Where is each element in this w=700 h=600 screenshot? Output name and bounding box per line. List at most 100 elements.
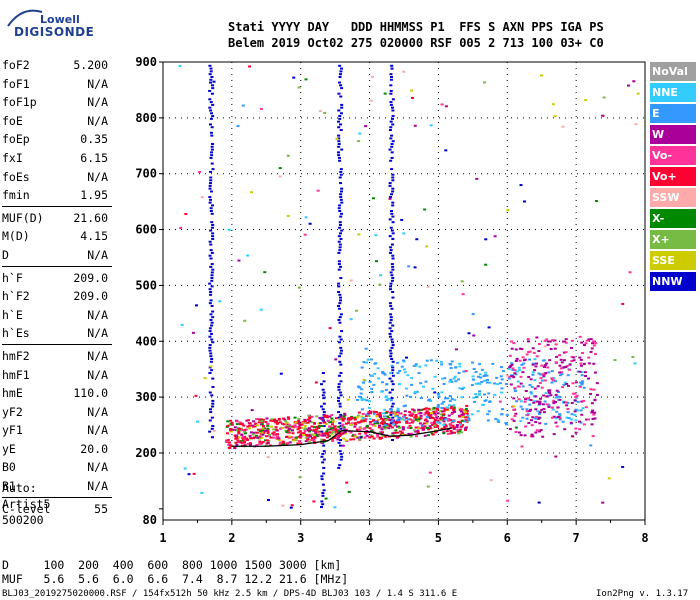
echo-mark — [307, 441, 311, 444]
echo-mark — [484, 263, 488, 266]
echo-mark — [558, 371, 562, 374]
echo-mark — [357, 411, 361, 414]
echo-mark — [488, 400, 492, 403]
echo-mark — [386, 417, 390, 420]
echo-mark — [448, 380, 452, 383]
echo-mark — [339, 173, 343, 176]
echo-mark — [418, 365, 422, 368]
echo-mark — [250, 409, 254, 412]
echo-mark — [323, 434, 327, 437]
echo-mark — [382, 425, 386, 428]
echo-mark — [260, 436, 264, 439]
echo-mark — [517, 385, 521, 388]
echo-mark — [567, 417, 571, 420]
echo-mark — [339, 346, 343, 349]
echo-mark — [240, 427, 244, 430]
echo-mark — [409, 435, 413, 438]
echo-mark — [252, 420, 256, 423]
echo-mark — [183, 467, 187, 470]
echo-mark — [592, 413, 596, 416]
echo-mark — [553, 115, 557, 118]
echo-mark — [230, 421, 234, 424]
x-tick-label: 8 — [641, 531, 648, 545]
echo-mark — [539, 428, 543, 431]
param-label: yE — [2, 441, 16, 456]
echo-mark — [457, 432, 461, 435]
echo-mark — [382, 412, 386, 415]
echo-mark — [388, 129, 392, 132]
echo-mark — [542, 394, 546, 397]
echo-mark — [543, 400, 547, 403]
echo-mark — [209, 109, 213, 112]
echo-mark — [384, 418, 388, 421]
echo-mark — [578, 370, 582, 373]
echo-mark — [347, 422, 351, 425]
y-tick-label: 400 — [135, 334, 157, 348]
echo-mark — [376, 367, 380, 370]
echo-mark — [589, 388, 593, 391]
echo-mark — [377, 426, 381, 429]
echo-mark — [297, 286, 301, 289]
echo-mark — [337, 263, 341, 266]
echo-mark — [339, 313, 343, 316]
echo-mark — [417, 418, 421, 421]
echo-mark — [337, 92, 341, 95]
echo-mark — [541, 359, 545, 362]
echo-mark — [357, 233, 361, 236]
echo-mark — [383, 427, 387, 430]
y-tick-label: 300 — [135, 390, 157, 404]
echo-mark — [514, 430, 518, 433]
echo-mark — [337, 120, 341, 123]
echo-mark — [389, 103, 393, 106]
echo-mark — [407, 422, 411, 425]
echo-mark — [426, 434, 430, 437]
echo-mark — [548, 389, 552, 392]
echo-mark — [371, 75, 375, 78]
echo-mark — [336, 438, 340, 441]
echo-mark — [389, 371, 393, 374]
echo-mark — [338, 243, 342, 246]
echo-mark — [528, 403, 532, 406]
echo-mark — [314, 431, 318, 434]
echo-mark — [315, 415, 319, 418]
echo-mark — [309, 421, 313, 424]
echo-mark — [337, 260, 341, 263]
echo-mark — [337, 145, 341, 148]
echo-mark — [449, 429, 453, 432]
echo-mark — [427, 399, 431, 402]
echo-mark — [454, 366, 458, 369]
echo-mark — [556, 406, 560, 409]
echo-mark — [337, 134, 341, 137]
echo-mark — [450, 405, 454, 408]
echo-mark — [259, 107, 263, 110]
echo-mark — [582, 344, 586, 347]
echo-mark — [417, 372, 421, 375]
echo-mark — [306, 418, 310, 421]
echo-mark — [312, 440, 316, 443]
echo-mark — [208, 288, 212, 291]
echo-mark — [209, 408, 213, 411]
echo-mark — [564, 366, 568, 369]
echo-mark — [209, 257, 213, 260]
echo-mark — [211, 103, 215, 106]
muf-row: MUF 5.6 5.6 6.0 6.6 7.4 8.7 12.2 21.6 [M… — [2, 572, 349, 586]
echo-mark — [554, 455, 558, 458]
echo-mark — [391, 265, 395, 268]
echo-mark — [525, 408, 529, 411]
echo-mark — [356, 421, 360, 424]
echo-mark — [240, 422, 244, 425]
echo-mark — [208, 89, 212, 92]
echo-mark — [558, 414, 562, 417]
echo-mark — [294, 439, 298, 442]
echo-mark — [475, 177, 479, 180]
echo-mark — [591, 409, 595, 412]
echo-mark — [211, 87, 215, 90]
echo-mark — [449, 407, 453, 410]
echo-mark — [452, 426, 456, 429]
echo-mark — [235, 420, 239, 423]
echo-mark — [581, 407, 585, 410]
echo-mark — [410, 432, 414, 435]
echo-mark — [278, 443, 282, 446]
echo-mark — [397, 426, 401, 429]
echo-mark — [508, 428, 512, 431]
